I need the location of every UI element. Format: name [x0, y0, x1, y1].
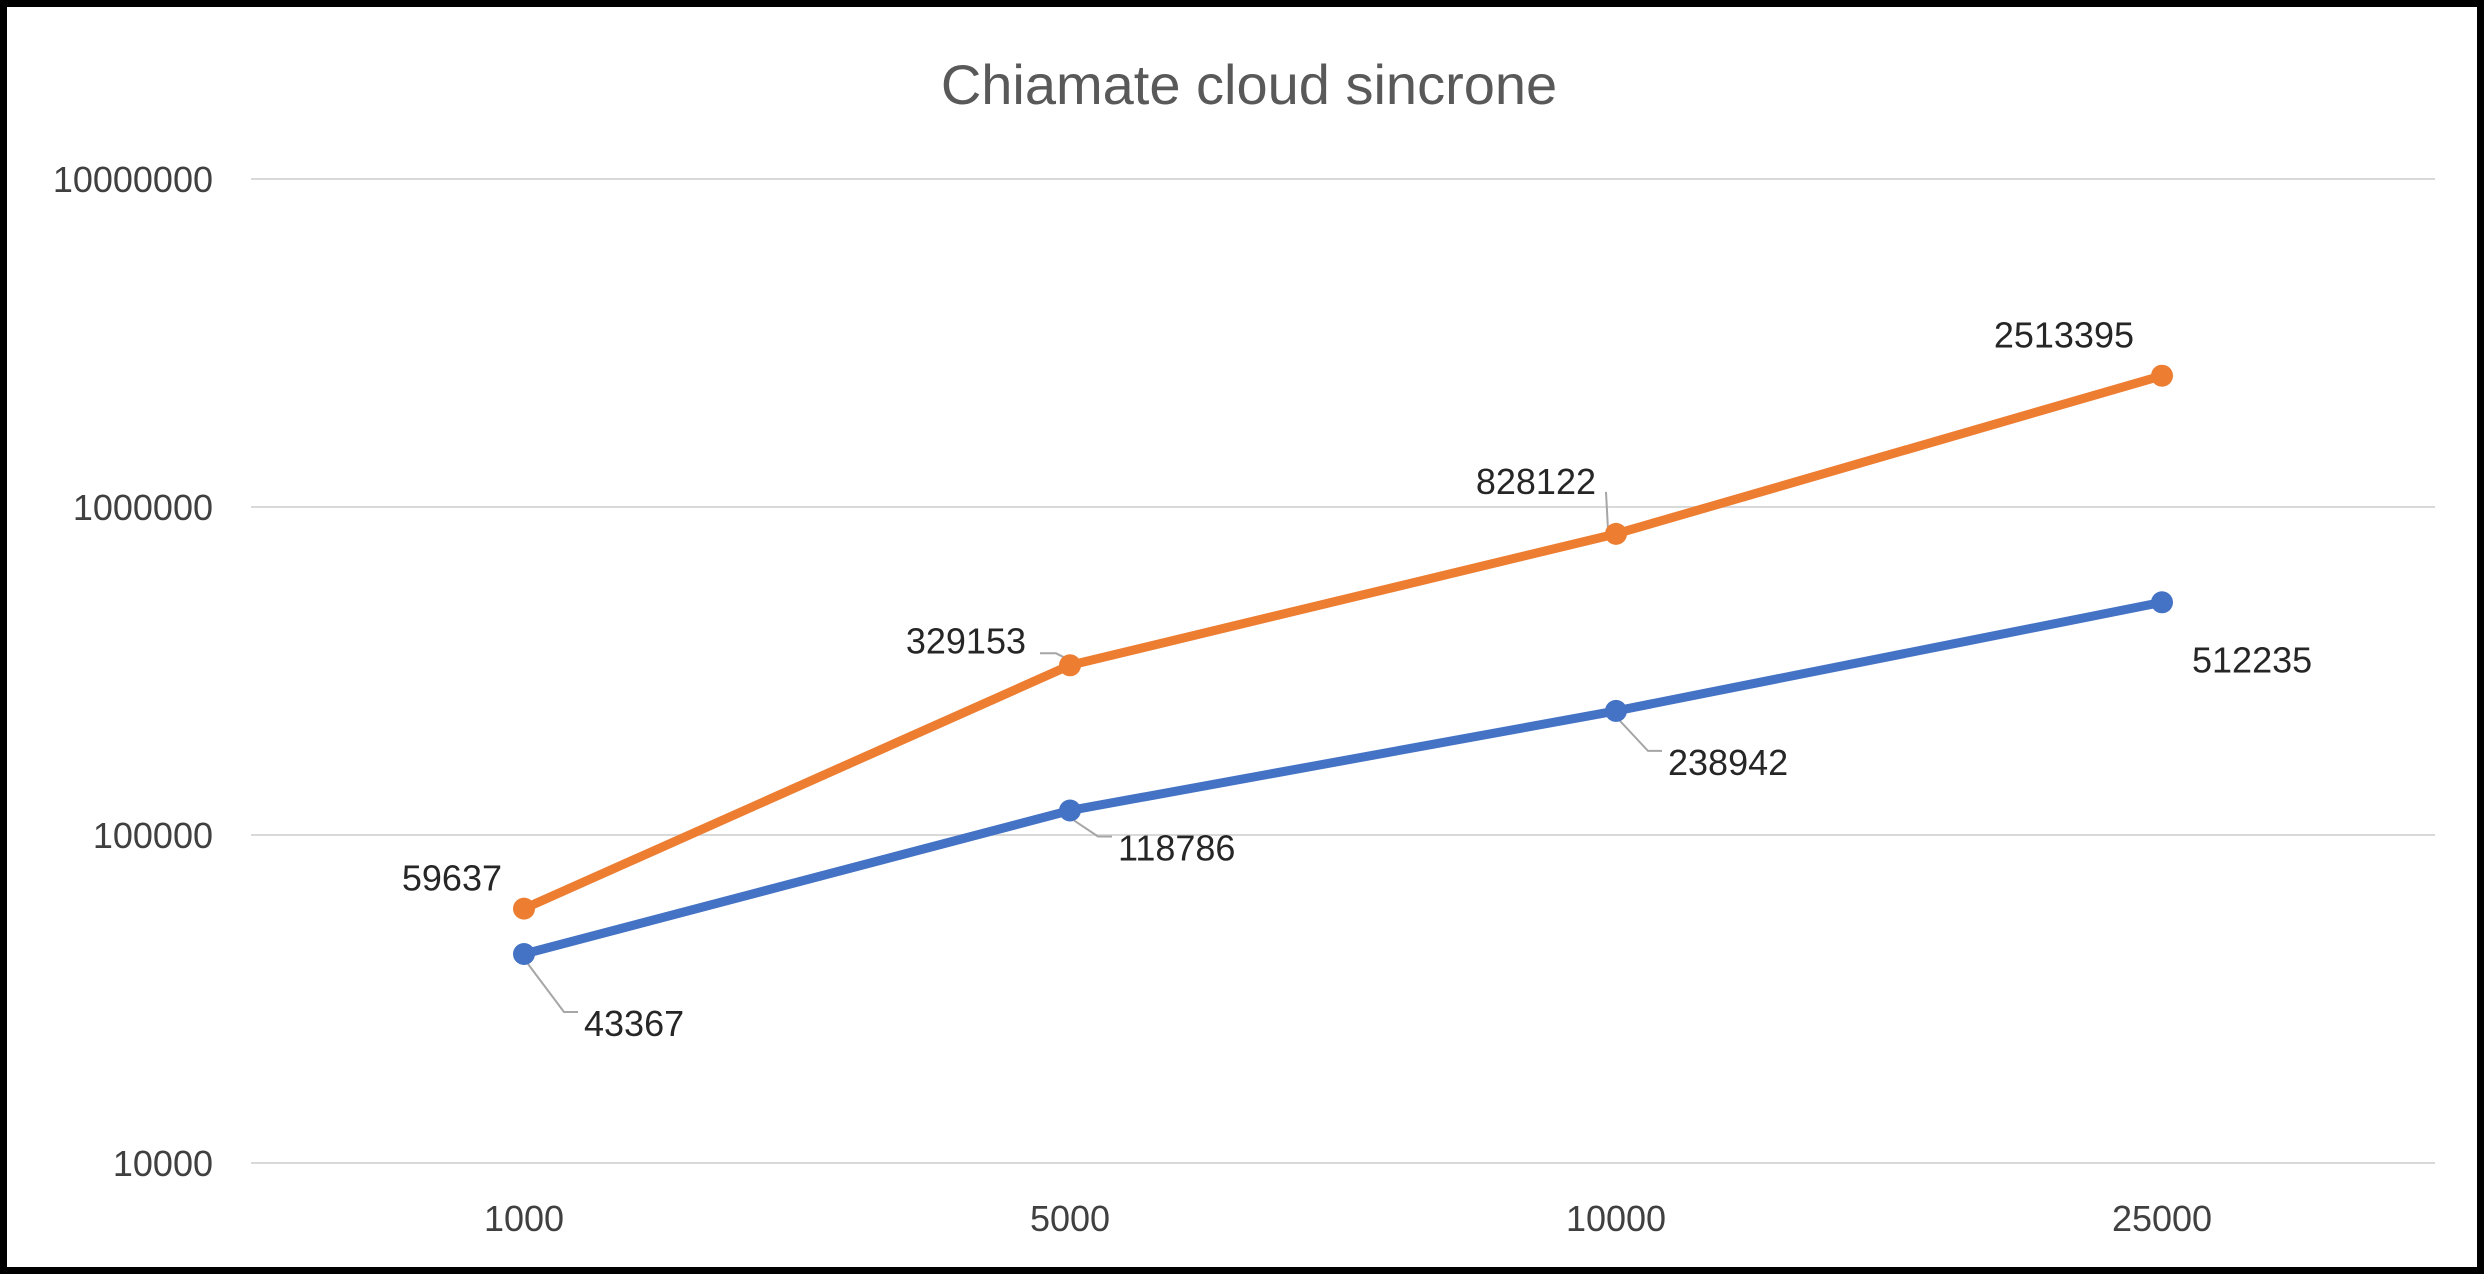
series-lines [519, 371, 2167, 959]
x-axis-ticks: 1000 5000 10000 25000 [484, 1198, 2212, 1239]
y-tick-label: 10000 [113, 1143, 213, 1184]
data-label: 329153 [906, 620, 1026, 661]
chart-title: Chiamate cloud sincrone [941, 53, 1557, 116]
data-label: 512235 [2192, 639, 2312, 680]
x-tick-label: 1000 [484, 1198, 564, 1239]
x-tick-label: 25000 [2112, 1198, 2212, 1239]
data-point [513, 897, 535, 920]
gridlines [251, 178, 2435, 1164]
data-label: 59637 [402, 858, 502, 899]
data-point [1605, 522, 1627, 545]
data-point [1059, 799, 1081, 822]
data-label: 43367 [584, 1003, 684, 1044]
data-point [2151, 591, 2173, 614]
data-point [2151, 364, 2173, 387]
y-tick-label: 100000 [93, 815, 213, 856]
data-points [513, 364, 2173, 966]
y-tick-label: 1000000 [73, 487, 213, 528]
data-point [513, 943, 535, 966]
line-chart: Chiamate cloud sincrone 1000010000010000… [53, 53, 2435, 1239]
data-label: 118786 [1118, 827, 1235, 868]
data-point [1059, 654, 1081, 677]
y-tick-label: 10000000 [53, 159, 213, 200]
label-leader-lines [527, 491, 1662, 1014]
data-point [1605, 699, 1627, 722]
label-leader-line [1619, 720, 1662, 752]
x-tick-label: 10000 [1566, 1198, 1666, 1239]
data-label: 238942 [1668, 742, 1788, 783]
data-labels: 43367 118786 238942 512235 59637 329153 828122… [402, 315, 2312, 1044]
series-line [519, 597, 2167, 959]
data-label: 828122 [1476, 461, 1596, 502]
data-label: 2513395 [1994, 315, 2134, 356]
label-leader-line [1073, 819, 1112, 838]
label-leader-line [527, 963, 578, 1014]
x-tick-label: 5000 [1030, 1198, 1110, 1239]
label-leader-line [1605, 491, 1609, 530]
y-axis-ticks: 10000 100000 1000000 10000000 [53, 159, 213, 1184]
label-leader-line [1040, 652, 1065, 659]
series-line [519, 371, 2167, 914]
